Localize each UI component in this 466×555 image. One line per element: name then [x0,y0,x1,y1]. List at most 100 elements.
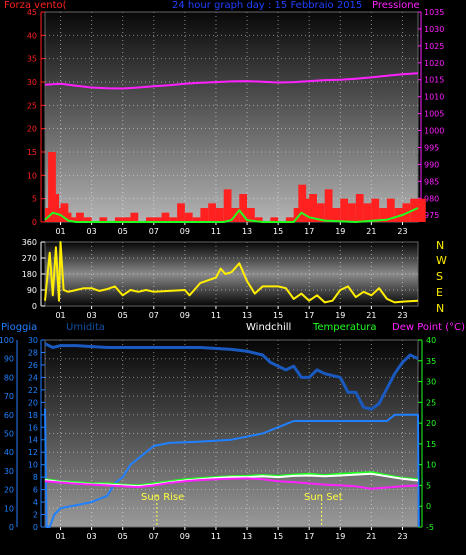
series-forza-vento-bar [418,198,426,222]
pressure-tick-label: 1035 [424,8,444,17]
pioggia-tick-label: 28 [28,348,38,357]
panel2-x-tick-label: 13 [242,311,252,320]
panel1-x-tick-label: 11 [211,227,221,236]
umidita-label: Umidita [66,322,106,333]
pressure-tick-label: 975 [424,211,439,220]
temperature-tick-label: 40 [426,336,436,345]
series-forza-vento-bar [215,208,224,222]
pioggia-tick-label: 26 [28,361,38,370]
pressure-axis-title: Pressione [372,0,420,11]
panel2-x-tick-label: 11 [211,311,221,320]
panel3-x-tick-label: 15 [273,532,283,541]
series-forza-vento-bar [83,217,92,222]
pioggia-label: Pioggia [1,322,38,333]
pioggia-tick-label: 12 [28,448,38,457]
panel2-x-tick-label: 21 [366,311,376,320]
pressure-tick-label: 1010 [424,93,444,102]
panel1-x-tick-label: 17 [304,227,314,236]
pressure-tick-label: 990 [424,160,439,169]
pioggia-tick-label: 24 [28,373,38,382]
series-forza-vento-bar [48,152,56,222]
series-forza-vento-bar [386,198,395,222]
temperature-tick-label: 5 [426,481,431,490]
panel3-x-tick-label: 17 [304,532,314,541]
series-forza-vento-bar [247,208,255,222]
wind-speed-axis-title: Forza vento( [4,0,67,11]
temperature-tick-label: 25 [426,398,436,407]
pressure-tick-label: 1030 [424,25,444,34]
panel1-x-tick-label: 19 [335,227,345,236]
series-umidita [44,342,419,411]
series-forza-vento-bar [192,217,201,222]
pioggia-tick-label: 30 [28,336,38,345]
pioggia-tick-label: 2 [33,511,38,520]
chart-title: 24 hour graph day : 15 Febbraio 2015 [172,0,363,11]
umidita-tick-label: 80 [4,373,14,382]
wind-speed-tick-label: 5 [32,195,37,204]
pressure-tick-label: 980 [424,194,439,203]
sun-rise-label: Sun Rise [141,492,185,503]
pressure-tick-label: 985 [424,177,439,186]
series-dew-point [44,477,419,490]
umidita-tick-label: 40 [4,448,14,457]
series-forza-vento-bar [394,208,403,222]
series-forza-vento-bar [122,217,131,222]
series-forza-vento-bar [130,212,139,222]
temperature-tick-label: 35 [426,357,436,366]
panel1-x-tick-label: 03 [87,227,97,236]
pioggia-tick-label: 22 [28,386,38,395]
panel2-x-tick-label: 23 [397,311,407,320]
panel2-plot-area [45,242,418,306]
pioggia-tick-label: 14 [28,436,38,445]
panel2-x-tick-label: 19 [335,311,345,320]
umidita-tick-label: 60 [4,411,14,420]
panel1-plot-area [45,12,418,222]
pressure-tick-label: 1015 [424,76,444,85]
series-forza-vento-bar [348,203,356,222]
umidita-tick-label: 20 [4,486,14,495]
panel2-x-tick-label: 07 [149,311,159,320]
panel1-x-tick-label: 07 [149,227,159,236]
temperature-tick-label: 10 [426,461,436,470]
umidita-tick-label: 90 [4,355,14,364]
series-forza-vento-bar [298,184,307,222]
dewpoint-label: Dew Point (°C) [392,322,466,333]
series-forza-vento-bar [355,194,364,222]
panel3-x-tick-label: 13 [242,532,252,541]
panel1-x-tick-label: 09 [180,227,190,236]
series-forza-vento-bar [177,203,185,222]
pressure-tick-label: 1020 [424,59,444,68]
panel3-x-tick-label: 07 [149,532,159,541]
series-forza-vento-bar [76,212,84,222]
panel3-x-tick-label: 03 [87,532,97,541]
series-forza-vento-bar [208,203,216,222]
umidita-tick-label: 50 [4,430,14,439]
compass-n-top: N [436,239,445,252]
series-forza-vento-bar [309,194,317,222]
wind-direction-tick-label: 180 [22,270,37,279]
series-forza-vento-bar [293,208,302,222]
series-forza-vento-bar [371,198,380,222]
panel1-x-tick-label: 21 [366,227,376,236]
compass-w: W [436,254,447,267]
panel3-x-tick-label: 23 [397,532,407,541]
wind-speed-tick-label: 10 [27,171,37,180]
temperature-tick-label: 20 [426,419,436,428]
wind-speed-tick-label: 20 [27,125,37,134]
pioggia-tick-label: 16 [28,423,38,432]
temperature-tick-label: 15 [426,440,436,449]
series-forza-vento-bar [239,194,248,222]
pioggia-tick-label: 20 [28,398,38,407]
panel3-x-tick-label: 01 [55,532,65,541]
wind-speed-tick-label: 40 [27,31,37,40]
pioggia-tick-label: 6 [33,486,38,495]
series-forza-vento-bar [114,217,123,222]
umidita-tick-label: 30 [4,467,14,476]
wind-speed-tick-label: 25 [27,101,37,110]
umidita-tick-label: 100 [0,336,14,345]
series-forza-vento-bar [223,189,232,222]
series-raffica [44,207,419,223]
panel3-x-tick-label: 19 [335,532,345,541]
sun-set-label: Sun Set [304,492,343,503]
